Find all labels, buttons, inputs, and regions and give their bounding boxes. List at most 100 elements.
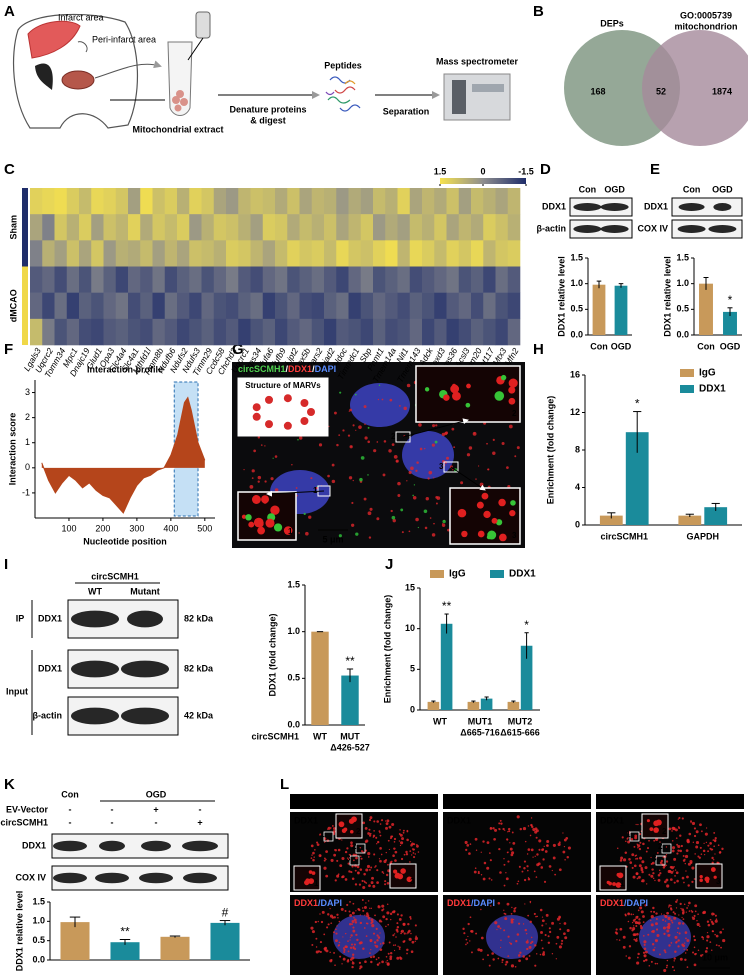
speckle <box>377 936 381 939</box>
speckle <box>291 464 293 466</box>
speckle <box>548 930 552 934</box>
heat-cell <box>495 292 509 320</box>
speckle <box>643 940 647 944</box>
speckle <box>656 851 659 854</box>
blot-row-label: COX IV <box>15 872 46 882</box>
speckle <box>368 828 371 831</box>
speckle <box>336 925 338 927</box>
heat-cell <box>336 318 349 346</box>
heat-cell <box>422 214 435 241</box>
heat-cell <box>373 266 386 293</box>
speckle <box>665 854 668 856</box>
zoom-inset <box>415 365 521 423</box>
heat-cell <box>54 318 68 346</box>
speckle <box>643 943 646 946</box>
speckle <box>676 879 679 883</box>
speckle <box>351 953 355 956</box>
heat-cell <box>250 188 264 215</box>
speckle <box>346 903 349 907</box>
speckle <box>668 944 671 947</box>
speckle <box>677 818 679 820</box>
speckle <box>547 935 550 938</box>
speckle <box>360 456 365 460</box>
marv-dot <box>265 420 273 429</box>
speckle <box>666 911 669 915</box>
speckle <box>331 463 335 467</box>
speckle <box>295 487 298 489</box>
heat-cell <box>458 266 472 293</box>
speckle <box>698 856 701 859</box>
speckle <box>245 514 252 521</box>
speckle <box>616 847 619 850</box>
heat-cell <box>422 292 435 320</box>
speckle <box>536 915 539 918</box>
speckle <box>635 854 638 857</box>
speckle <box>433 477 435 479</box>
speckle <box>529 834 532 837</box>
speckle <box>395 459 399 463</box>
y-axis-title: Enrichment (fold change) <box>382 595 392 704</box>
speckle <box>331 479 336 484</box>
y-tick-label: 0.0 <box>32 954 45 964</box>
marv-dot <box>265 395 273 404</box>
speckle <box>355 532 359 536</box>
speckle <box>633 845 636 848</box>
heat-cell <box>128 214 141 241</box>
speckle <box>638 864 642 868</box>
speckle <box>367 856 370 858</box>
speckle <box>667 916 671 921</box>
blot-band <box>127 610 163 628</box>
legend-label: IgG <box>449 569 466 580</box>
speckle <box>558 868 562 872</box>
blot-band <box>678 203 705 211</box>
speckle <box>674 869 677 871</box>
speckle <box>671 921 674 924</box>
speckle <box>566 928 570 932</box>
channel-part: / <box>312 364 315 374</box>
speckle <box>272 457 274 459</box>
speckle <box>509 942 511 944</box>
speckle <box>348 476 353 480</box>
blot-column-label: WT <box>88 586 102 596</box>
blot-band <box>71 707 119 725</box>
speckle <box>249 485 254 489</box>
speckle <box>644 950 648 954</box>
speckle <box>507 860 510 863</box>
speckle <box>482 840 485 843</box>
speckle <box>633 925 635 927</box>
speckle <box>483 510 491 519</box>
channel-label: DDX1 <box>600 815 624 825</box>
speckle <box>372 884 376 888</box>
heat-cell <box>483 240 496 267</box>
speckle <box>417 526 419 529</box>
speckle <box>330 958 333 962</box>
zoom-box <box>629 831 640 842</box>
heat-cell <box>213 240 227 267</box>
speckle <box>335 928 337 931</box>
heat-cell <box>152 214 166 241</box>
speckle <box>685 849 689 852</box>
speckle <box>416 461 419 464</box>
heat-cell <box>250 240 264 267</box>
column-header <box>290 794 438 809</box>
speckle <box>653 839 656 842</box>
speckle <box>544 933 547 937</box>
x-tick-label: GAPDH <box>686 531 719 541</box>
speckle <box>687 862 691 866</box>
speckle <box>338 534 342 538</box>
speckle <box>675 940 678 943</box>
speckle <box>678 816 681 819</box>
speckle <box>374 865 377 867</box>
speckle <box>693 938 697 942</box>
speckle <box>397 494 401 497</box>
speckle <box>715 934 719 938</box>
speckle <box>338 920 341 923</box>
speckle <box>373 820 376 823</box>
heat-cell <box>226 240 239 267</box>
heat-cell <box>360 292 374 320</box>
heat-cell <box>189 292 202 320</box>
speckle <box>441 432 446 437</box>
speckle <box>253 449 256 453</box>
heat-cell <box>385 292 398 320</box>
speckle <box>381 871 384 874</box>
